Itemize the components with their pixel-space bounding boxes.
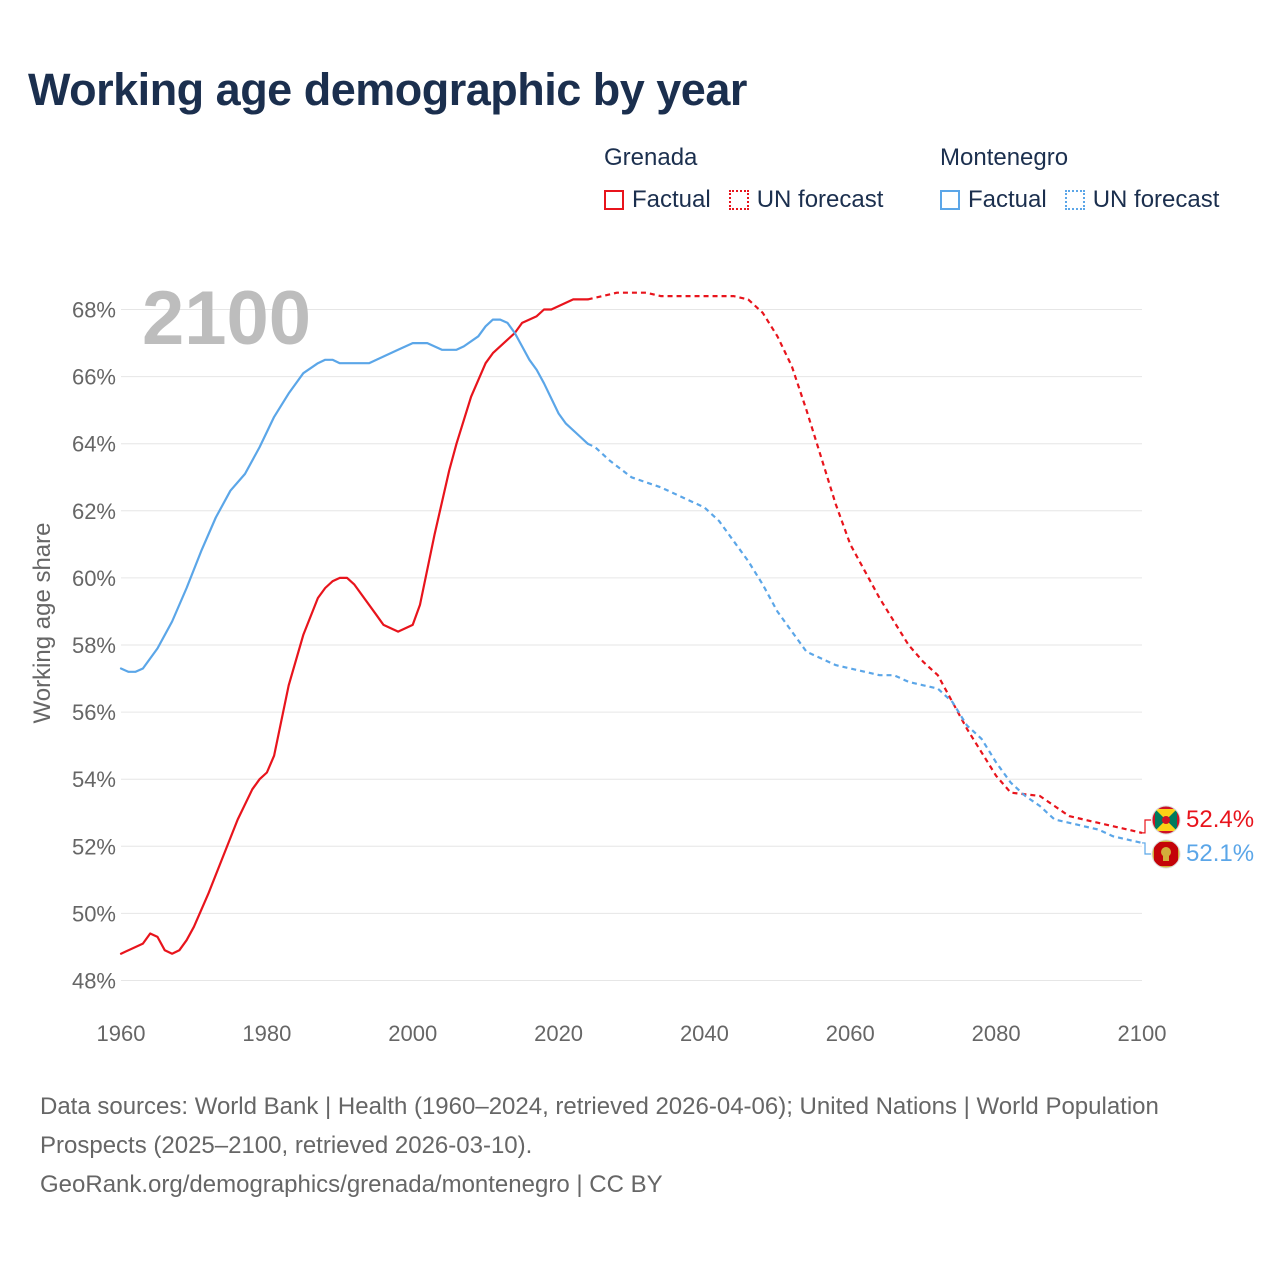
montenegro-end-label: 52.1% [1186,840,1254,867]
legend-group-montenegro: Montenegro Factual UN forecast [940,144,1237,214]
legend-item-montenegro-forecast[interactable]: UN forecast [1064,186,1220,214]
y-tick-label: 68% [72,298,116,323]
legend-swatch-dotted [728,190,749,210]
y-axis-label: Working age share [29,523,56,724]
y-axis-ticks: 48% 50% 52% 54% 56% 58% 60% 62% 64% 66% 68% [72,298,116,994]
footer: Data sources: World Bank | Health (1960–… [40,1087,1230,1204]
gridlines [121,309,1142,981]
y-tick-label: 54% [72,767,116,792]
x-tick-label: 2000 [388,1021,437,1046]
line-chart: 2100 48% 50% 52% 54% 56% 58% 60% 62% 64% 66% 68% 1… [29,276,1254,1046]
legend-swatch-solid [940,190,960,210]
data-sources: Data sources: World Bank | Health (1960–… [40,1093,1159,1159]
series-lines [119,291,1151,955]
legend-group-name: Montenegro [940,144,1069,171]
y-tick-label: 60% [72,566,116,591]
montenegro-factual-line [119,318,589,673]
legend-item-grenada-forecast[interactable]: UN forecast [728,186,884,214]
grenada-end-marker: 52.4% [1151,805,1254,835]
y-tick-label: 52% [72,834,116,859]
grenada-forecast-line [587,291,1143,834]
x-tick-label: 2080 [972,1021,1021,1046]
legend-group-name: Grenada [604,144,698,171]
x-tick-label: 2100 [1118,1021,1167,1046]
legend-label: UN forecast [1092,186,1220,213]
grenada-factual-line [119,298,589,955]
x-tick-label: 2020 [534,1021,583,1046]
legend-group-grenada: Grenada Factual UN forecast [604,144,901,214]
montenegro-flag-icon [1152,840,1180,868]
grenada-end-label: 52.4% [1186,806,1254,833]
x-tick-label: 1960 [97,1021,146,1046]
y-tick-label: 58% [72,633,116,658]
y-tick-label: 62% [72,499,116,524]
y-tick-label: 66% [72,365,116,390]
montenegro-forecast-line [587,442,1143,844]
chart-title: Working age demographic by year [28,64,747,115]
legend-label: Factual [632,186,711,213]
grenada-flag-icon [1152,806,1180,834]
credit-link[interactable]: GeoRank.org/demographics/grenada/montene… [40,1171,663,1198]
legend-label: Factual [968,186,1047,213]
montenegro-end-connector [1142,842,1151,855]
legend-item-grenada-factual[interactable]: Factual [604,186,711,214]
x-tick-label: 2040 [680,1021,729,1046]
x-axis-ticks: 1960 1980 2000 2020 2040 2060 2080 2100 [97,1021,1167,1046]
y-tick-label: 56% [72,700,116,725]
grenada-end-connector [1142,819,1151,834]
legend-label: UN forecast [756,186,884,213]
legend-swatch-solid [604,190,624,210]
year-overlay: 2100 [142,276,311,361]
y-tick-label: 48% [72,969,116,994]
x-tick-label: 1980 [242,1021,291,1046]
x-tick-label: 2060 [826,1021,875,1046]
legend-swatch-dotted [1064,190,1085,210]
montenegro-end-marker: 52.1% [1151,839,1254,869]
y-tick-label: 64% [72,432,116,457]
legend-item-montenegro-factual[interactable]: Factual [940,186,1047,214]
y-tick-label: 50% [72,901,116,926]
